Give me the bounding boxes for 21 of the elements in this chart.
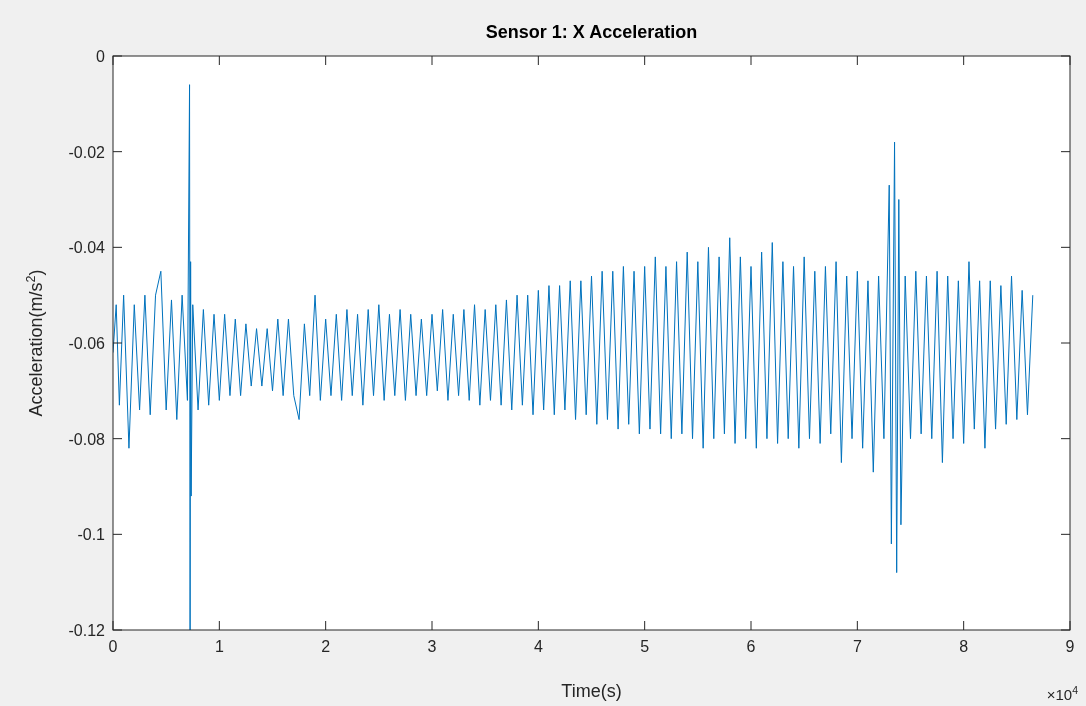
y-tick-label: -0.06 xyxy=(68,335,106,352)
x-tick-label: 7 xyxy=(852,638,862,655)
line-series xyxy=(113,84,1034,631)
x-tick-label: 2 xyxy=(321,638,331,655)
x-axis-title: Time(s) xyxy=(561,681,622,701)
chart-title: Sensor 1: X Acceleration xyxy=(485,22,698,42)
x-tick-label: 4 xyxy=(533,638,543,655)
y-tick-label: -0.1 xyxy=(77,526,106,544)
y-tick-label: -0.02 xyxy=(68,143,106,161)
x-tick-label: 6 xyxy=(746,638,756,655)
y-tick-label: -0.04 xyxy=(68,239,106,257)
y-tick-label: -0.12 xyxy=(68,622,106,639)
x-tick-label: 3 xyxy=(427,638,437,655)
x-tick-label: 8 xyxy=(959,638,969,655)
y-tick-label: 0 xyxy=(96,48,106,65)
y-tick-label: -0.08 xyxy=(68,430,106,448)
x-tick-label: 5 xyxy=(640,638,650,655)
x-tick-label: 9 xyxy=(1065,638,1075,655)
x-tick-label: 1 xyxy=(214,638,224,655)
text: ×10$^{4}$ xyxy=(1046,684,1079,703)
x-tick-label: 0 xyxy=(108,638,118,655)
